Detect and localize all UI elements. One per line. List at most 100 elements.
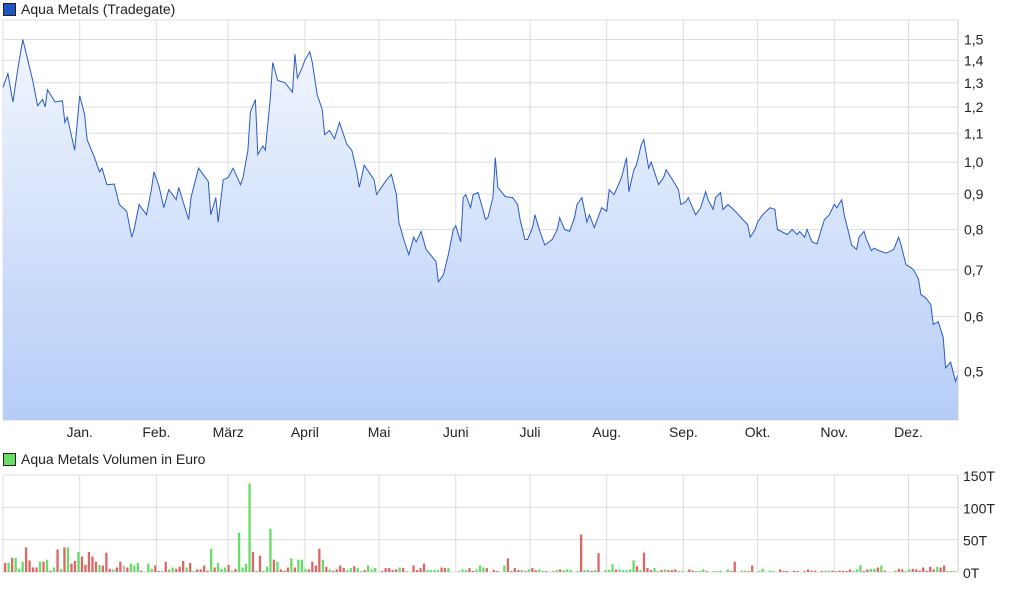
volume-bar: [402, 568, 405, 572]
month-label: Feb.: [142, 424, 170, 440]
volume-bar: [660, 570, 663, 572]
volume-bar: [77, 552, 80, 572]
volume-bar: [531, 568, 534, 572]
volume-bar: [87, 552, 91, 572]
volume-bar: [168, 569, 171, 572]
volume-bar: [520, 570, 523, 572]
volume-bar: [126, 567, 129, 572]
volume-bar: [464, 570, 468, 572]
price-y-tick-label: 1,2: [964, 99, 984, 115]
volume-bar: [203, 565, 206, 572]
volume-bar: [862, 571, 865, 572]
volume-bar: [911, 568, 914, 572]
volume-bar: [94, 561, 98, 572]
volume-bar: [105, 552, 108, 572]
volume-y-tick-label: 100T: [963, 500, 995, 516]
volume-bar: [381, 571, 384, 572]
volume-bar: [38, 561, 42, 572]
price-legend-swatch: [3, 2, 16, 16]
volume-bar: [813, 570, 817, 572]
volume-bar: [855, 569, 859, 572]
month-label: März: [213, 424, 244, 440]
volume-bar: [405, 571, 408, 572]
volume-bar: [747, 571, 750, 572]
volume-bar: [251, 552, 255, 572]
volume-bar: [688, 569, 691, 572]
volume-bar: [779, 569, 782, 572]
volume-bar: [276, 561, 279, 572]
volume-bar: [880, 565, 883, 572]
volume-bar: [594, 570, 597, 572]
price-legend-label: Aqua Metals (Tradegate): [21, 1, 176, 17]
volume-bar: [726, 569, 729, 572]
volume-bar: [307, 569, 310, 572]
volume-bar: [670, 570, 674, 572]
volume-bar: [806, 569, 810, 572]
price-y-tick-label: 1,4: [964, 52, 984, 68]
volume-bar: [171, 567, 174, 572]
volume-bar: [196, 569, 199, 572]
volume-bar: [618, 569, 621, 572]
month-label: Aug.: [592, 424, 621, 440]
volume-bar: [136, 562, 139, 572]
volume-bar: [848, 569, 852, 572]
volume-bar: [614, 569, 618, 572]
volume-bar: [391, 570, 394, 572]
volume-bar: [628, 569, 632, 572]
volume-bar: [803, 571, 806, 572]
volume-bar: [897, 568, 900, 572]
volume-legend: Aqua Metals Volumen in Euro: [3, 451, 205, 467]
volume-bar: [744, 570, 747, 572]
month-label: Sep.: [669, 424, 698, 440]
volume-bar: [597, 553, 600, 572]
volume-bar: [45, 559, 49, 572]
volume-bar: [412, 565, 415, 572]
volume-bar: [534, 570, 537, 572]
volume-bar: [227, 564, 230, 572]
volume-bar: [304, 568, 307, 572]
volume-bar: [908, 569, 911, 572]
volume-bar: [621, 570, 625, 572]
volume-bar: [496, 571, 499, 572]
volume-bar: [901, 569, 904, 572]
volume-bar: [178, 566, 181, 572]
volume-bar: [422, 563, 426, 572]
month-label: Jan.: [66, 424, 92, 440]
volume-bar: [133, 565, 136, 572]
volume-bar: [258, 555, 262, 572]
volume-bar: [663, 569, 667, 572]
volume-bar: [824, 570, 827, 572]
volume-bar: [503, 565, 506, 572]
volume-bar: [21, 561, 24, 572]
volume-bar: [716, 571, 719, 572]
volume-bar: [206, 570, 209, 572]
month-label: Okt.: [745, 424, 771, 440]
volume-y-tick-label: 150T: [963, 468, 995, 484]
volume-bar: [702, 569, 705, 572]
month-label: Dez.: [894, 424, 923, 440]
volume-bar: [199, 569, 202, 572]
volume-bar: [360, 571, 363, 572]
price-y-tick-label: 1,3: [964, 75, 984, 91]
volume-bar: [28, 560, 31, 572]
volume-legend-swatch: [3, 452, 16, 466]
volume-bar: [175, 568, 178, 572]
volume-bar: [244, 563, 248, 572]
volume-bar: [625, 570, 628, 572]
volume-bar: [426, 570, 429, 572]
volume-bar: [904, 571, 907, 572]
volume-bar: [213, 567, 216, 572]
volume-bar: [545, 571, 548, 572]
volume-bar: [506, 558, 509, 572]
volume-bar: [339, 565, 342, 572]
volume-bar: [562, 570, 565, 572]
volume-bar: [223, 567, 227, 572]
month-label: Juni: [443, 424, 469, 440]
volume-bar: [733, 561, 736, 572]
volume-bar: [220, 568, 223, 572]
volume-bar: [436, 570, 440, 572]
volume-bar: [939, 567, 942, 572]
volume-bar: [587, 570, 590, 572]
volume-bar: [869, 568, 872, 572]
volume-bar: [831, 570, 834, 572]
